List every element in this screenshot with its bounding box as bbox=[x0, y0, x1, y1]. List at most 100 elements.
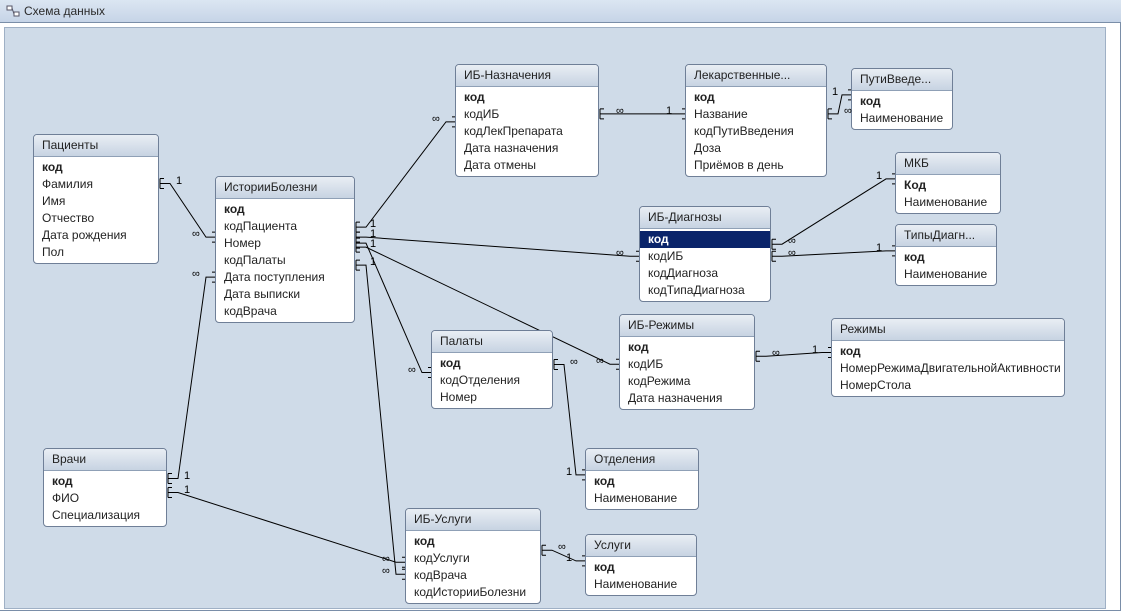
table-body: кодкодИБкодЛекПрепаратаДата назначенияДа… bbox=[456, 87, 598, 176]
field[interactable]: кодИБ bbox=[456, 106, 598, 123]
field[interactable]: код bbox=[586, 473, 698, 490]
cardinality-label: 1 bbox=[566, 467, 572, 478]
field[interactable]: Наименование bbox=[586, 576, 696, 593]
field[interactable]: Дата выписки bbox=[216, 286, 354, 303]
table-header[interactable]: ИБ-Услуги bbox=[406, 509, 540, 531]
table-services[interactable]: Услуги кодНаименование bbox=[585, 534, 697, 596]
table-body: кодФИОСпециализация bbox=[44, 471, 166, 526]
field[interactable]: кодПациента bbox=[216, 218, 354, 235]
field[interactable]: Доза bbox=[686, 140, 826, 157]
field[interactable]: кодПалаты bbox=[216, 252, 354, 269]
field[interactable]: код bbox=[686, 89, 826, 106]
table-history[interactable]: ИсторииБолезни кодкодПациентаНомеркодПала… bbox=[215, 176, 355, 323]
field[interactable]: НомерСтола bbox=[832, 377, 1064, 394]
field[interactable]: НомерРежимаДвигательнойАктивности bbox=[832, 360, 1064, 377]
table-header[interactable]: МКБ bbox=[896, 153, 1000, 175]
cardinality-label: 1 bbox=[370, 239, 376, 250]
table-mkb[interactable]: МКБ КодНаименование bbox=[895, 152, 1001, 214]
field[interactable]: Название bbox=[686, 106, 826, 123]
table-header[interactable]: ИБ-Диагнозы bbox=[640, 207, 770, 229]
cardinality-label: 1 bbox=[832, 87, 838, 98]
field[interactable]: код bbox=[216, 201, 354, 218]
field[interactable]: Наименование bbox=[852, 110, 952, 127]
table-header[interactable]: Пациенты bbox=[34, 135, 158, 157]
table-wards[interactable]: Палаты кодкодОтделенияНомер bbox=[431, 330, 553, 409]
field[interactable]: Дата рождения bbox=[34, 227, 158, 244]
field[interactable]: код bbox=[44, 473, 166, 490]
field[interactable]: Дата назначения bbox=[620, 390, 754, 407]
field[interactable]: Наименование bbox=[586, 490, 698, 507]
field[interactable]: код bbox=[406, 533, 540, 550]
field[interactable]: Код bbox=[896, 177, 1000, 194]
field[interactable]: код bbox=[456, 89, 598, 106]
table-header[interactable]: Услуги bbox=[586, 535, 696, 557]
cardinality-label: ∞ bbox=[596, 356, 604, 367]
table-body: кодНаименование bbox=[852, 91, 952, 129]
field[interactable]: кодЛекПрепарата bbox=[456, 123, 598, 140]
field[interactable]: Дата отмены bbox=[456, 157, 598, 174]
relationships-icon bbox=[6, 4, 20, 18]
table-doctors[interactable]: ВрачикодФИОСпециализация bbox=[43, 448, 167, 527]
field[interactable]: Фамилия bbox=[34, 176, 158, 193]
table-patients[interactable]: Пациенты кодФамилияИмяОтчествоДата рожден… bbox=[33, 134, 159, 264]
table-ib_naz[interactable]: ИБ-НазначениякодкодИБкодЛекПрепаратаДата… bbox=[455, 64, 599, 177]
relationships-canvas[interactable]: ПациентыкодФамилияИмяОтчествоДата рожден… bbox=[4, 27, 1106, 609]
table-header[interactable]: ИБ-Режимы bbox=[620, 315, 754, 337]
table-ib_diag[interactable]: ИБ-Диагнозы кодкодИБкодДиагнозакодТипаДиа… bbox=[639, 206, 771, 302]
field[interactable]: Имя bbox=[34, 193, 158, 210]
field[interactable]: Номер bbox=[432, 389, 552, 406]
field[interactable]: Специализация bbox=[44, 507, 166, 524]
field[interactable]: кодТипаДиагноза bbox=[640, 282, 770, 299]
cardinality-label: ∞ bbox=[192, 229, 200, 240]
field[interactable]: кодИБ bbox=[620, 356, 754, 373]
cardinality-label: ∞ bbox=[616, 248, 624, 259]
field[interactable]: код bbox=[586, 559, 696, 576]
field[interactable]: Дата поступления bbox=[216, 269, 354, 286]
table-header[interactable]: ИсторииБолезни bbox=[216, 177, 354, 199]
field[interactable]: Отчество bbox=[34, 210, 158, 227]
table-header[interactable]: Отделения bbox=[586, 449, 698, 471]
field[interactable]: Приёмов в день bbox=[686, 157, 826, 174]
field[interactable]: кодРежима bbox=[620, 373, 754, 390]
field[interactable]: кодВрача bbox=[406, 567, 540, 584]
field[interactable]: код bbox=[896, 249, 996, 266]
table-header[interactable]: ИБ-Назначения bbox=[456, 65, 598, 87]
field[interactable]: код bbox=[432, 355, 552, 372]
field[interactable]: Пол bbox=[34, 244, 158, 261]
table-ib_serv[interactable]: ИБ-Услуги кодкодУслугикодВрачакодИсторииБ… bbox=[405, 508, 541, 604]
field[interactable]: Номер bbox=[216, 235, 354, 252]
field[interactable]: код bbox=[34, 159, 158, 176]
field[interactable]: код bbox=[852, 93, 952, 110]
cardinality-label: 1 bbox=[370, 219, 376, 230]
field[interactable]: кодПутиВведения bbox=[686, 123, 826, 140]
field[interactable]: кодУслуги bbox=[406, 550, 540, 567]
table-header[interactable]: Лекарственные... bbox=[686, 65, 826, 87]
table-routes[interactable]: ПутиВведе...кодНаименование bbox=[851, 68, 953, 130]
table-regimes[interactable]: Режимы кодНомерРежимаДвигательнойАктивнос… bbox=[831, 318, 1065, 397]
field[interactable]: Дата назначения bbox=[456, 140, 598, 157]
table-header[interactable]: ТипыДиагн... bbox=[896, 225, 996, 247]
field[interactable]: кодИБ bbox=[640, 248, 770, 265]
field[interactable]: код bbox=[620, 339, 754, 356]
table-header[interactable]: Палаты bbox=[432, 331, 552, 353]
field[interactable]: ФИО bbox=[44, 490, 166, 507]
table-header[interactable]: Режимы bbox=[832, 319, 1064, 341]
table-meds[interactable]: Лекарственные...кодНазваниекодПутиВведен… bbox=[685, 64, 827, 177]
field[interactable]: Наименование bbox=[896, 194, 1000, 211]
field[interactable]: кодИсторииБолезни bbox=[406, 584, 540, 601]
field[interactable]: кодОтделения bbox=[432, 372, 552, 389]
table-ib_regimes[interactable]: ИБ-Режимы кодкодИБкодРежимаДата назначени… bbox=[619, 314, 755, 410]
cardinality-label: ∞ bbox=[570, 357, 578, 368]
table-header[interactable]: ПутиВведе... bbox=[852, 69, 952, 91]
table-body: кодНазваниекодПутиВведенияДозаПриёмов в … bbox=[686, 87, 826, 176]
field[interactable]: код bbox=[640, 231, 770, 248]
table-diagtypes[interactable]: ТипыДиагн...кодНаименование bbox=[895, 224, 997, 286]
field[interactable]: Наименование bbox=[896, 266, 996, 283]
field[interactable]: кодДиагноза bbox=[640, 265, 770, 282]
field[interactable]: кодВрача bbox=[216, 303, 354, 320]
cardinality-label: 1 bbox=[184, 471, 190, 482]
table-body: кодНаименование bbox=[896, 247, 996, 285]
field[interactable]: код bbox=[832, 343, 1064, 360]
table-dept[interactable]: Отделения кодНаименование bbox=[585, 448, 699, 510]
table-header[interactable]: Врачи bbox=[44, 449, 166, 471]
